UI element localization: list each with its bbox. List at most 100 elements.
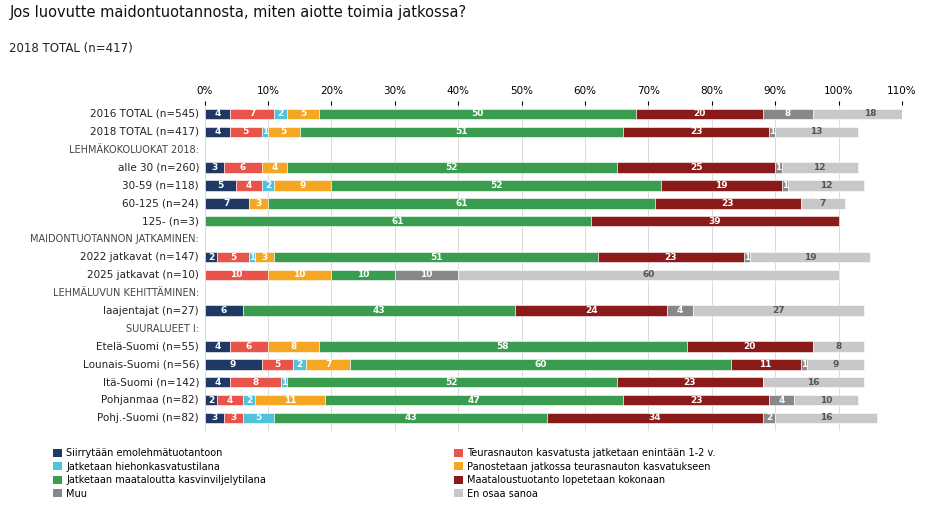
Bar [230, 127, 261, 137]
Bar [617, 162, 776, 173]
Bar [293, 359, 306, 370]
Text: 5: 5 [274, 360, 281, 369]
Text: 23: 23 [664, 253, 677, 261]
Text: 1: 1 [281, 377, 287, 387]
Bar [306, 359, 351, 370]
Bar [205, 359, 261, 370]
Text: 6: 6 [240, 163, 246, 172]
Bar [636, 109, 763, 119]
Bar [223, 162, 261, 173]
Bar [693, 306, 864, 316]
Bar [331, 270, 395, 280]
Text: 25: 25 [690, 163, 702, 172]
Text: 1: 1 [782, 181, 788, 190]
Text: 5: 5 [299, 109, 306, 119]
Text: 6: 6 [246, 342, 252, 351]
Bar [287, 377, 617, 387]
Text: 20: 20 [693, 109, 705, 119]
Text: 23: 23 [684, 377, 696, 387]
Text: 8: 8 [252, 377, 259, 387]
Bar [591, 216, 839, 226]
Bar [249, 252, 256, 262]
Bar [230, 109, 274, 119]
Bar [274, 413, 547, 423]
Text: 4: 4 [677, 306, 684, 315]
Bar [686, 341, 814, 352]
Text: 24: 24 [585, 306, 598, 315]
Bar [230, 341, 268, 352]
Text: 16: 16 [807, 377, 819, 387]
Bar [547, 413, 763, 423]
Bar [781, 180, 788, 191]
Bar [287, 162, 617, 173]
Bar [205, 270, 268, 280]
Bar [243, 413, 274, 423]
Bar [814, 341, 864, 352]
Text: 19: 19 [715, 181, 727, 190]
Text: 5: 5 [281, 128, 287, 136]
Text: 2: 2 [265, 181, 272, 190]
Bar [205, 216, 591, 226]
Bar [274, 252, 598, 262]
Text: 4: 4 [227, 396, 233, 405]
Bar [617, 377, 763, 387]
Bar [769, 395, 794, 405]
Text: 11: 11 [284, 396, 297, 405]
Text: 4: 4 [272, 163, 277, 172]
Text: 1: 1 [261, 128, 268, 136]
Text: 4: 4 [214, 342, 220, 351]
Bar [781, 162, 857, 173]
Bar [205, 127, 230, 137]
Bar [763, 413, 776, 423]
Bar [236, 180, 261, 191]
Text: 12: 12 [814, 163, 826, 172]
Bar [261, 127, 268, 137]
Bar [205, 377, 230, 387]
Legend: Teurasnauton kasvatusta jatketaan enintään 1-2 v., Panostetaan jatkossa teurasna: Teurasnauton kasvatusta jatketaan enintä… [454, 448, 716, 499]
Bar [763, 109, 814, 119]
Bar [274, 109, 287, 119]
Bar [249, 198, 268, 208]
Text: 51: 51 [430, 253, 443, 261]
Bar [776, 127, 857, 137]
Bar [274, 180, 331, 191]
Text: 10: 10 [230, 270, 243, 279]
Bar [794, 395, 857, 405]
Bar [801, 359, 807, 370]
Text: 4: 4 [214, 128, 220, 136]
Text: 5: 5 [218, 181, 223, 190]
Text: 9: 9 [832, 360, 839, 369]
Bar [205, 306, 243, 316]
Bar [268, 270, 331, 280]
Text: 3: 3 [211, 163, 218, 172]
Text: 8: 8 [290, 342, 297, 351]
Bar [776, 413, 877, 423]
Text: 43: 43 [405, 414, 417, 423]
Text: 2: 2 [765, 414, 772, 423]
Bar [218, 395, 243, 405]
Bar [261, 359, 293, 370]
Bar [351, 359, 731, 370]
Text: 3: 3 [211, 414, 218, 423]
Text: 7: 7 [819, 199, 826, 208]
Bar [243, 306, 515, 316]
Text: Jos luovutte maidontuotannosta, miten aiotte toimia jatkossa?: Jos luovutte maidontuotannosta, miten ai… [9, 5, 467, 20]
Bar [331, 180, 661, 191]
Bar [268, 198, 655, 208]
Text: 39: 39 [709, 217, 722, 226]
Bar [623, 127, 769, 137]
Bar [731, 359, 801, 370]
Bar [788, 180, 864, 191]
Text: 27: 27 [772, 306, 785, 315]
Bar [205, 341, 230, 352]
Text: 2: 2 [297, 360, 303, 369]
Text: 1: 1 [801, 360, 807, 369]
Bar [326, 395, 623, 405]
Text: 3: 3 [256, 199, 261, 208]
Bar [205, 162, 223, 173]
Text: 1: 1 [776, 163, 781, 172]
Text: 16: 16 [819, 414, 832, 423]
Text: 1: 1 [249, 253, 255, 261]
Text: 2: 2 [246, 396, 252, 405]
Bar [205, 252, 218, 262]
